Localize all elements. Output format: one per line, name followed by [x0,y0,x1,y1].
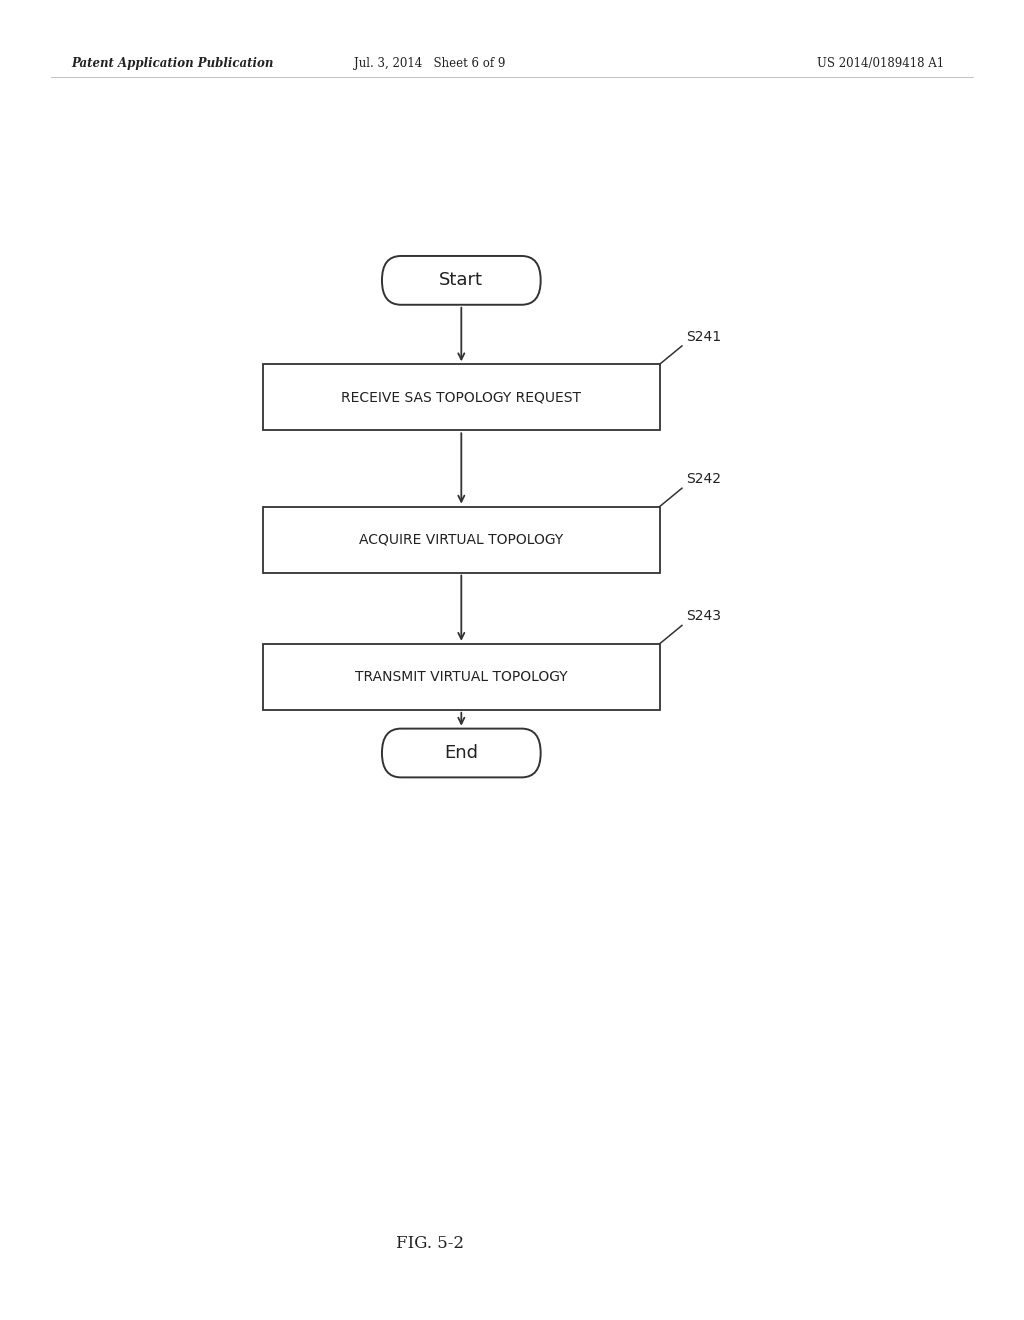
Text: S241: S241 [686,330,721,345]
Bar [263,507,659,573]
FancyBboxPatch shape [382,729,541,777]
Text: Jul. 3, 2014   Sheet 6 of 9: Jul. 3, 2014 Sheet 6 of 9 [354,57,506,70]
Text: TRANSMIT VIRTUAL TOPOLOGY: TRANSMIT VIRTUAL TOPOLOGY [355,669,567,684]
Text: S242: S242 [686,473,721,486]
Text: End: End [444,744,478,762]
FancyBboxPatch shape [382,256,541,305]
Text: Patent Application Publication: Patent Application Publication [72,57,274,70]
Text: S243: S243 [686,610,721,623]
Text: ACQUIRE VIRTUAL TOPOLOGY: ACQUIRE VIRTUAL TOPOLOGY [359,532,563,546]
Bar [263,364,659,430]
Bar [263,644,659,710]
Text: US 2014/0189418 A1: US 2014/0189418 A1 [817,57,944,70]
Text: FIG. 5-2: FIG. 5-2 [396,1236,464,1251]
Text: Start: Start [439,272,483,289]
Text: RECEIVE SAS TOPOLOGY REQUEST: RECEIVE SAS TOPOLOGY REQUEST [341,391,582,404]
